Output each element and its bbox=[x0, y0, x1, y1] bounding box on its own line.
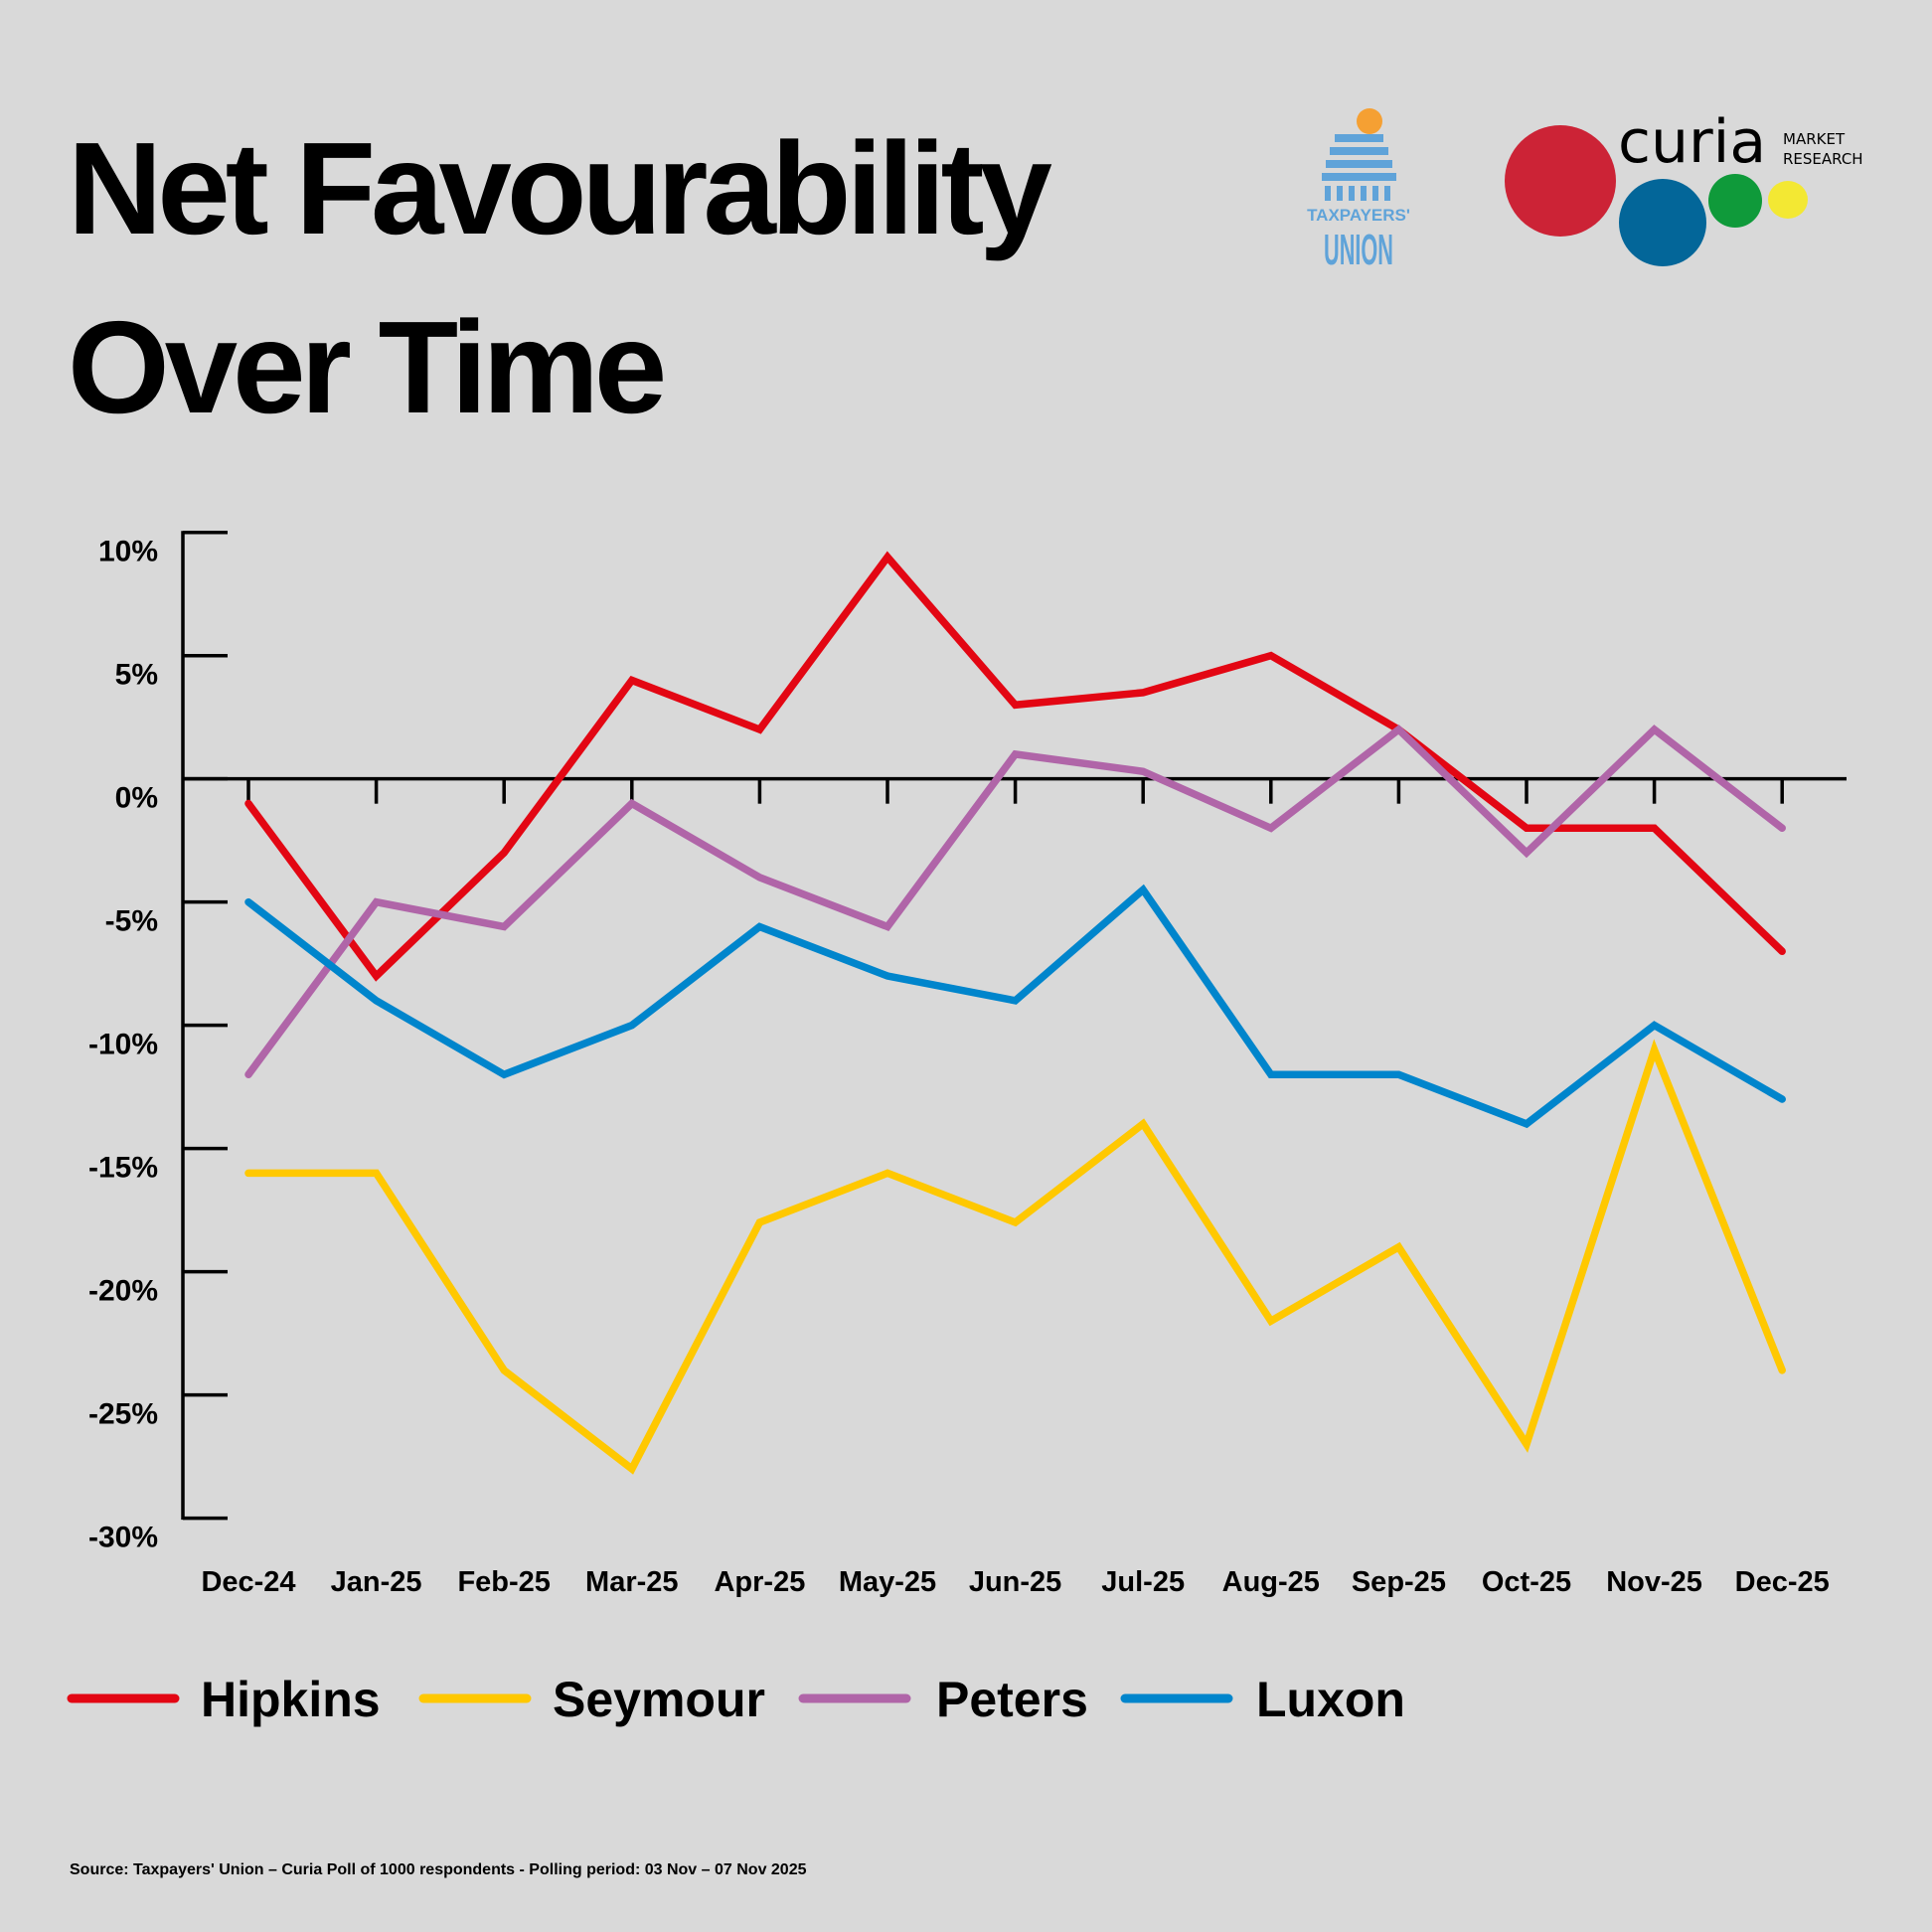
legend-label-peters: Peters bbox=[936, 1672, 1088, 1727]
series-line-luxon bbox=[244, 884, 1786, 1129]
y-tick-label: 5% bbox=[115, 659, 158, 692]
taxpayers-text-bottom: UNION bbox=[1324, 226, 1393, 274]
y-tick-label: -20% bbox=[88, 1275, 158, 1308]
curia-sub1: MARKET bbox=[1783, 130, 1846, 148]
x-tick-label: Apr-25 bbox=[714, 1566, 805, 1598]
x-tick-label: Aug-25 bbox=[1222, 1566, 1320, 1598]
source-note: Source: Taxpayers' Union – Curia Poll of… bbox=[70, 1861, 807, 1878]
y-tick-label: -25% bbox=[88, 1398, 158, 1431]
x-tick-label: Oct-25 bbox=[1482, 1566, 1571, 1598]
curia-sub2: RESEARCH bbox=[1783, 150, 1863, 168]
chart-title: Net Favourability Over Time bbox=[68, 99, 1052, 457]
curia-word: curia bbox=[1618, 107, 1766, 177]
series-line-hipkins bbox=[244, 551, 1786, 982]
legend-label-seymour: Seymour bbox=[553, 1672, 765, 1727]
x-tick-label: Dec-24 bbox=[201, 1566, 295, 1598]
y-tick-label: 10% bbox=[98, 536, 158, 568]
x-tick-label: Mar-25 bbox=[585, 1566, 679, 1598]
x-tick-label: May-25 bbox=[839, 1566, 936, 1598]
taxpayers-union-logo: TAXPAYERS' UNION bbox=[1307, 108, 1410, 274]
x-tick-label: Nov-25 bbox=[1606, 1566, 1702, 1598]
title-line-1: Net Favourability bbox=[68, 115, 1052, 261]
taxpayers-text-top: TAXPAYERS' bbox=[1307, 206, 1410, 225]
y-tick-label: -15% bbox=[88, 1152, 158, 1185]
x-tick-label: Feb-25 bbox=[457, 1566, 550, 1598]
curia-logo: curia MARKET RESEARCH bbox=[1505, 107, 1863, 266]
series-line-seymour bbox=[244, 1039, 1786, 1475]
x-tick-label: Sep-25 bbox=[1352, 1566, 1446, 1598]
legend-label-luxon: Luxon bbox=[1256, 1672, 1405, 1727]
x-tick-label: Dec-25 bbox=[1735, 1566, 1830, 1598]
logos: TAXPAYERS' UNION curia MARKET RESEARCH bbox=[1307, 107, 1863, 274]
title-line-2: Over Time bbox=[68, 294, 667, 440]
y-tick-label: -30% bbox=[88, 1522, 158, 1554]
x-tick-label: Jun-25 bbox=[969, 1566, 1061, 1598]
y-tick-label: -5% bbox=[105, 905, 158, 938]
y-tick-label: 0% bbox=[115, 782, 158, 815]
legend-label-hipkins: Hipkins bbox=[201, 1672, 381, 1727]
x-tick-label: Jul-25 bbox=[1101, 1566, 1185, 1598]
x-tick-label: Jan-25 bbox=[331, 1566, 422, 1598]
series-line-peters bbox=[244, 724, 1786, 1078]
y-tick-label: -10% bbox=[88, 1029, 158, 1061]
